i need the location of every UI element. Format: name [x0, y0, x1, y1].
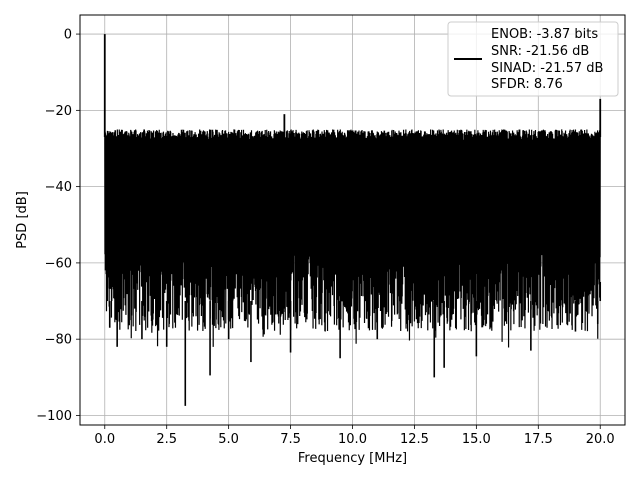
- x-axis-ticks: 0.0 2.5 5.0 7.5 10.0 12.5 15.0 17.5 20.0: [94, 425, 615, 447]
- y-tick-label: −100: [36, 409, 72, 424]
- x-tick-label: 12.5: [400, 432, 429, 447]
- x-tick-label: 0.0: [94, 432, 115, 447]
- x-tick-label: 2.5: [156, 432, 177, 447]
- x-tick-label: 5.0: [218, 432, 239, 447]
- x-tick-label: 7.5: [280, 432, 301, 447]
- legend-entry-sinad: SINAD: -21.57 dB: [491, 61, 603, 76]
- legend: ENOB: -3.87 bits SNR: -21.56 dB SINAD: -…: [447, 21, 619, 97]
- legend-box: [447, 21, 619, 97]
- y-tick-label: −40: [45, 180, 72, 195]
- series-layer: [103, 34, 602, 406]
- y-tick-label: 0: [64, 28, 72, 43]
- x-tick-label: 15.0: [462, 432, 491, 447]
- y-tick-label: −80: [45, 333, 72, 348]
- x-tick-label: 17.5: [524, 432, 553, 447]
- y-axis-ticks: 0 −20 −40 −60 −80 −100: [36, 28, 80, 424]
- legend-entry-snr: SNR: -21.56 dB: [491, 44, 589, 59]
- x-tick-label: 10.0: [338, 432, 367, 447]
- legend-entry-enob: ENOB: -3.87 bits: [491, 27, 598, 42]
- y-tick-label: −20: [45, 104, 72, 119]
- x-tick-label: 20.0: [586, 432, 615, 447]
- x-axis-label: Frequency [MHz]: [298, 451, 407, 466]
- psd-trace: [104, 129, 601, 348]
- y-tick-label: −60: [45, 256, 72, 271]
- legend-entry-sfdr: SFDR: 8.76: [491, 77, 563, 92]
- y-axis-label: PSD [dB]: [15, 191, 30, 249]
